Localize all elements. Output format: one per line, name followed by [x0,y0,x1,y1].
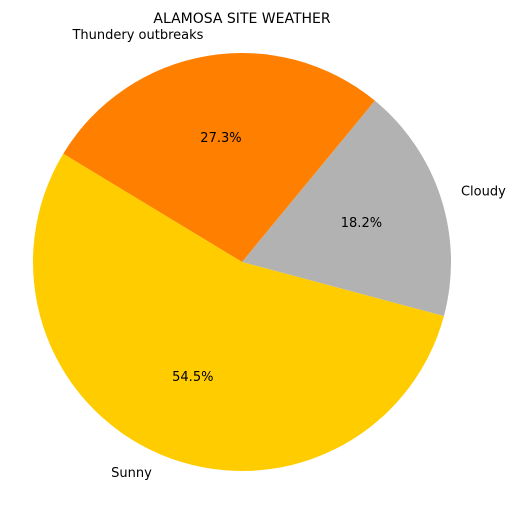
pct-label-thundery-outbreaks: 27.3% [200,131,241,146]
pct-label-cloudy: 18.2% [341,216,382,231]
slice-sunny [33,153,444,472]
chart-title: ALAMOSA SITE WEATHER [153,11,331,27]
pct-label-sunny: 54.5% [172,370,213,385]
slice-label-thundery-outbreaks: Thundery outbreaks [71,28,203,43]
slice-cloudy [242,100,451,317]
slice-thundery-outbreaks [63,53,375,263]
slice-label-sunny: Sunny [111,466,152,481]
slice-label-cloudy: Cloudy [461,184,506,199]
